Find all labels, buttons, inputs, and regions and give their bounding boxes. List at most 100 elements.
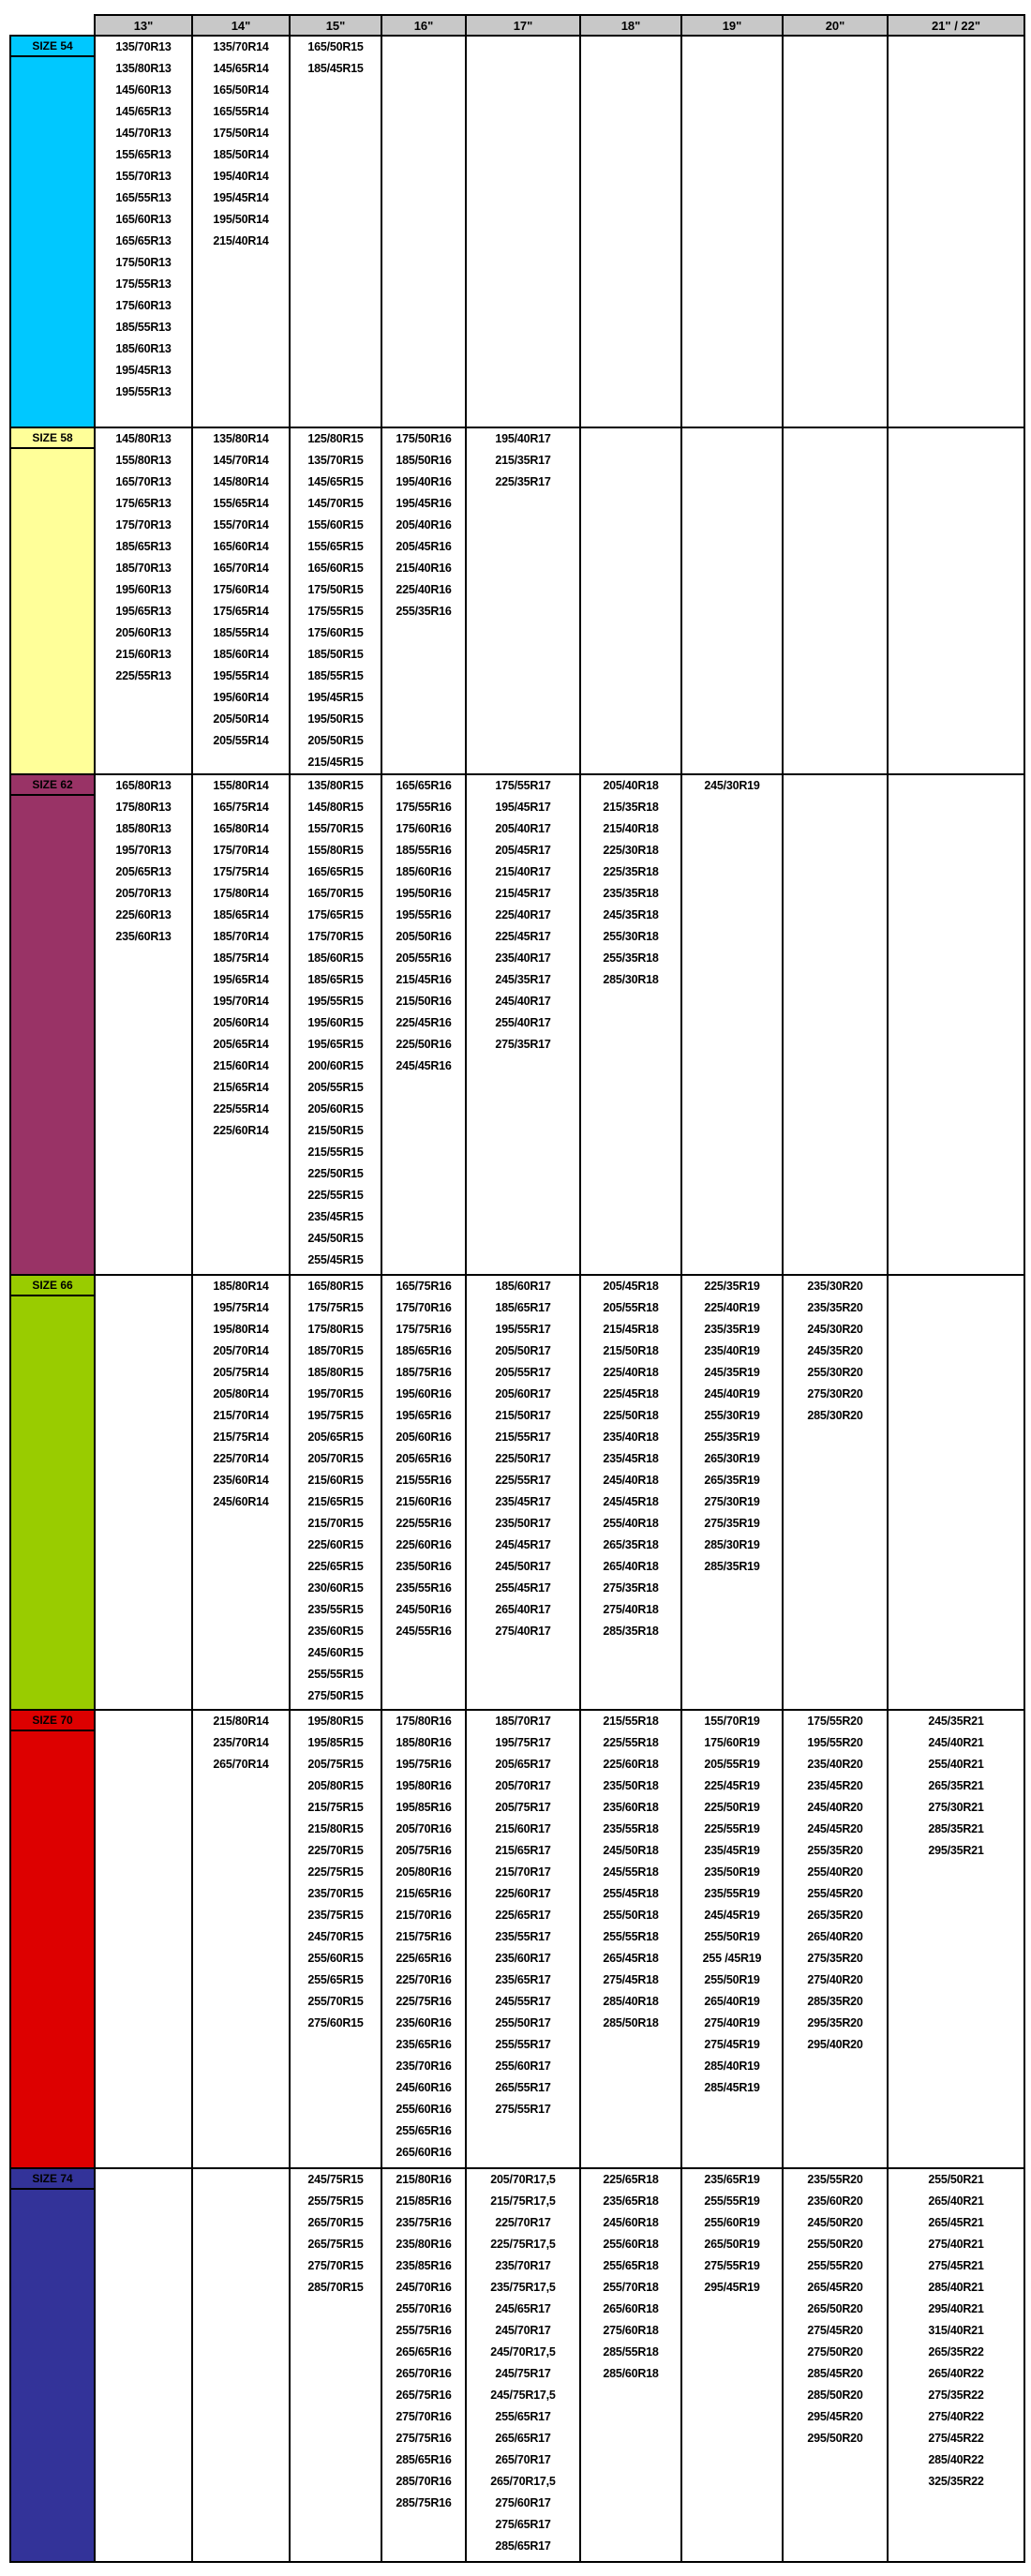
tire-size: 205/40R16 — [396, 518, 452, 532]
tire-size: 185/65R17 — [495, 1301, 551, 1314]
tire-size: 255/45R18 — [603, 1887, 659, 1900]
tire-size: 275/40R19 — [704, 2016, 760, 2029]
tire-size: 255/35R20 — [807, 1844, 863, 1857]
tire-size: 275/60R18 — [603, 2324, 659, 2337]
tire-size: 235/45R18 — [603, 1452, 659, 1465]
tire-size: 215/60R15 — [307, 1474, 364, 1487]
tire-size: 285/30R20 — [807, 1409, 863, 1422]
tire-size: 165/80R14 — [213, 822, 269, 835]
tire-size: 295/50R20 — [807, 2432, 863, 2445]
tire-size: 275/45R18 — [603, 1973, 659, 1986]
tire-size: 255/55R19 — [704, 2194, 760, 2208]
tire-size: 205/65R16 — [396, 1452, 452, 1465]
tire-size: 235/85R16 — [396, 2259, 452, 2272]
column-header: 16" — [381, 14, 467, 37]
tire-size: 175/65R13 — [115, 497, 172, 510]
tire-size-cell: 235/65R19 255/55R19 255/60R19 265/50R19 275/… — [680, 2167, 784, 2563]
tire-size: 265/65R16 — [396, 2345, 452, 2359]
tire-size: 205/40R17 — [495, 822, 551, 835]
tire-size-cell: 195/80R15 195/85R15 205/75R15 205/80R15 215/… — [289, 1709, 382, 2169]
tire-size: 215/35R17 — [495, 454, 551, 467]
tire-size: 255/65R16 — [396, 2124, 452, 2137]
tire-size: 225/75R15 — [307, 1865, 364, 1879]
tire-size: 245/75R15 — [307, 2173, 364, 2186]
tire-size: 215/80R14 — [213, 1715, 269, 1728]
tire-size: 285/55R18 — [603, 2345, 659, 2359]
tire-size: 185/50R16 — [396, 454, 452, 467]
tire-size: 255/75R16 — [396, 2324, 452, 2337]
tire-size: 225/55R18 — [603, 1736, 659, 1749]
tire-size: 265/50R20 — [807, 2302, 863, 2315]
tire-size: 195/45R16 — [396, 497, 452, 510]
tire-size: 215/45R15 — [307, 756, 364, 769]
tire-size: 265/75R15 — [307, 2238, 364, 2251]
size-group-label: SIZE 62 — [11, 775, 94, 796]
tire-size: 265/35R18 — [603, 1538, 659, 1551]
tire-size: 195/75R15 — [307, 1409, 364, 1422]
tire-size: 245/55R18 — [603, 1865, 659, 1879]
tire-size-cell — [680, 35, 784, 428]
tire-size: 195/80R15 — [307, 1715, 364, 1728]
tire-size: 285/40R21 — [928, 2281, 984, 2294]
tire-size: 255/60R18 — [603, 2238, 659, 2251]
tire-size: 275/40R21 — [928, 2238, 984, 2251]
tire-size-cell: 175/55R17 195/45R17 205/40R17 205/45R17 215/… — [465, 773, 581, 1276]
tire-size: 195/70R13 — [115, 844, 172, 857]
tire-size: 195/70R14 — [213, 995, 269, 1008]
tire-size: 175/55R20 — [807, 1715, 863, 1728]
tire-size-table: 13" 14" 15" 16" 17" 18" 19" 20" 21" / 22… — [9, 14, 1025, 2563]
tire-size: 245/40R17 — [495, 995, 551, 1008]
tire-size: 175/55R16 — [396, 801, 452, 814]
tire-size: 195/55R20 — [807, 1736, 863, 1749]
tire-size: 275/70R16 — [396, 2410, 452, 2423]
tire-size: 205/70R15 — [307, 1452, 364, 1465]
tire-size: 235/55R19 — [704, 1887, 760, 1900]
tire-size: 235/70R14 — [213, 1736, 269, 1749]
tire-size: 200/60R15 — [307, 1059, 364, 1072]
tire-size: 215/45R18 — [603, 1323, 659, 1336]
tire-size: 235/50R18 — [603, 1779, 659, 1792]
tire-size: 185/65R16 — [396, 1344, 452, 1357]
tire-size: 225/60R15 — [307, 1538, 364, 1551]
column-header: 19" — [680, 14, 784, 37]
tire-size: 175/50R16 — [396, 432, 452, 445]
tire-size: 225/35R19 — [704, 1280, 760, 1293]
tire-size: 255/75R15 — [307, 2194, 364, 2208]
tire-size: 175/70R14 — [213, 844, 269, 857]
tire-size: 285/65R16 — [396, 2453, 452, 2466]
tire-size: 265/35R20 — [807, 1909, 863, 1922]
tire-size: 265/40R21 — [928, 2194, 984, 2208]
tire-size: 215/70R14 — [213, 1409, 269, 1422]
tire-size-cell: 165/80R15 175/75R15 175/80R15 185/70R15 185/… — [289, 1274, 382, 1711]
tire-size: 275/50R15 — [307, 1689, 364, 1702]
tire-size: 195/80R14 — [213, 1323, 269, 1336]
tire-size: 225/45R17 — [495, 930, 551, 943]
tire-size: 175/75R16 — [396, 1323, 452, 1336]
tire-size: 245/50R15 — [307, 1232, 364, 1245]
tire-size: 275/35R20 — [807, 1952, 863, 1965]
tire-size: 205/55R14 — [213, 734, 269, 747]
tire-size: 135/80R13 — [115, 62, 172, 75]
tire-size: 225/35R17 — [495, 475, 551, 488]
tire-size: 175/80R15 — [307, 1323, 364, 1336]
tire-size: 265/30R19 — [704, 1452, 760, 1465]
tire-size: 135/80R14 — [213, 432, 269, 445]
tire-size-cell: 165/80R13 175/80R13 185/80R13 195/70R13 205/… — [94, 773, 193, 1276]
tire-size: 215/60R13 — [115, 648, 172, 661]
tire-size: 215/85R16 — [396, 2194, 452, 2208]
tire-size: 235/55R17 — [495, 1930, 551, 1943]
tire-size: 215/70R15 — [307, 1517, 364, 1530]
tire-size: 245/50R20 — [807, 2216, 863, 2229]
tire-size: 245/45R19 — [704, 1909, 760, 1922]
tire-size: 315/40R21 — [928, 2324, 984, 2337]
tire-size: 205/70R13 — [115, 887, 172, 900]
tire-size: 245/35R18 — [603, 908, 659, 921]
tire-size: 155/70R14 — [213, 518, 269, 532]
tire-size: 215/55R16 — [396, 1474, 452, 1487]
tire-size: 245/50R16 — [396, 1603, 452, 1616]
tire-size: 265/40R18 — [603, 1560, 659, 1573]
tire-size: 255/55R20 — [807, 2259, 863, 2272]
tire-size: 185/80R16 — [396, 1736, 452, 1749]
tire-size: 165/60R13 — [115, 213, 172, 226]
tire-size: 235/75R17,5 — [490, 2281, 556, 2294]
